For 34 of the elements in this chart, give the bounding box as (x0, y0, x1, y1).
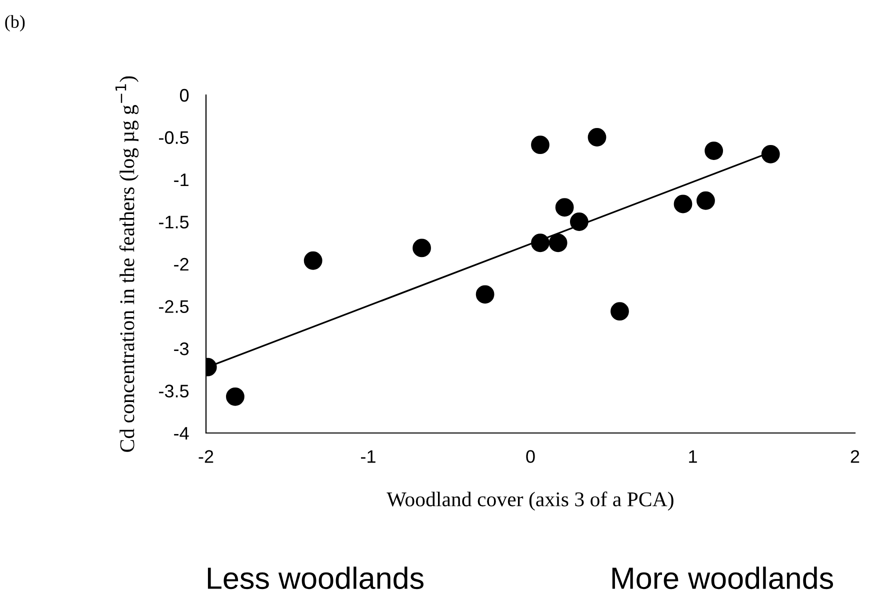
x-axis-title: Woodland cover (axis 3 of a PCA) (386, 492, 674, 511)
point (555, 198, 574, 217)
x-tick-label: -2 (198, 450, 214, 463)
point (674, 194, 692, 214)
text: Less woodlands (208, 566, 424, 590)
x-tick-label: 0 (526, 450, 535, 463)
point (531, 234, 550, 252)
point (696, 191, 715, 210)
point (531, 136, 550, 154)
point (761, 144, 780, 164)
y-tick-label: 0 (180, 88, 189, 102)
x-tick-label: -1 (361, 450, 376, 463)
y-tick-label: -3.5 (159, 384, 189, 398)
point (412, 238, 431, 258)
y-tick-label: -1.5 (159, 216, 189, 228)
y-tick-label: -1 (174, 174, 188, 186)
point (704, 142, 724, 160)
text: (b) (5, 15, 25, 32)
y-tick-label: -2.5 (159, 300, 189, 313)
point (226, 387, 244, 406)
point (548, 234, 568, 252)
y-axis-title: Cd concentration in the feathers (log µg g$^{−1}$) (115, 76, 139, 452)
point (476, 285, 494, 304)
point (588, 128, 606, 146)
x-tick-label: 1 (689, 450, 697, 463)
text: More woodlands (612, 566, 834, 590)
x-tick-label: 2 (850, 450, 860, 463)
y-tick-label: -2 (174, 258, 188, 271)
point (570, 212, 588, 231)
y-tick-label: -4 (174, 427, 189, 440)
point (610, 302, 629, 321)
y-tick-label: -0.5 (159, 131, 189, 144)
point (304, 251, 322, 270)
y-tick-label: -3 (174, 342, 189, 356)
